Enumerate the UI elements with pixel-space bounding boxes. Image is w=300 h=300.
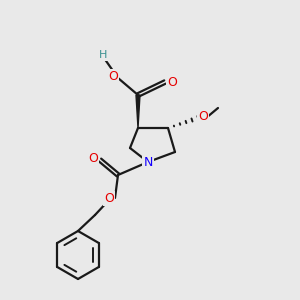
- Text: O: O: [108, 70, 118, 83]
- Polygon shape: [136, 95, 140, 128]
- Text: O: O: [104, 191, 114, 205]
- Text: O: O: [198, 110, 208, 122]
- Text: H: H: [99, 50, 107, 60]
- Text: O: O: [167, 76, 177, 88]
- Text: N: N: [143, 155, 153, 169]
- Text: O: O: [88, 152, 98, 164]
